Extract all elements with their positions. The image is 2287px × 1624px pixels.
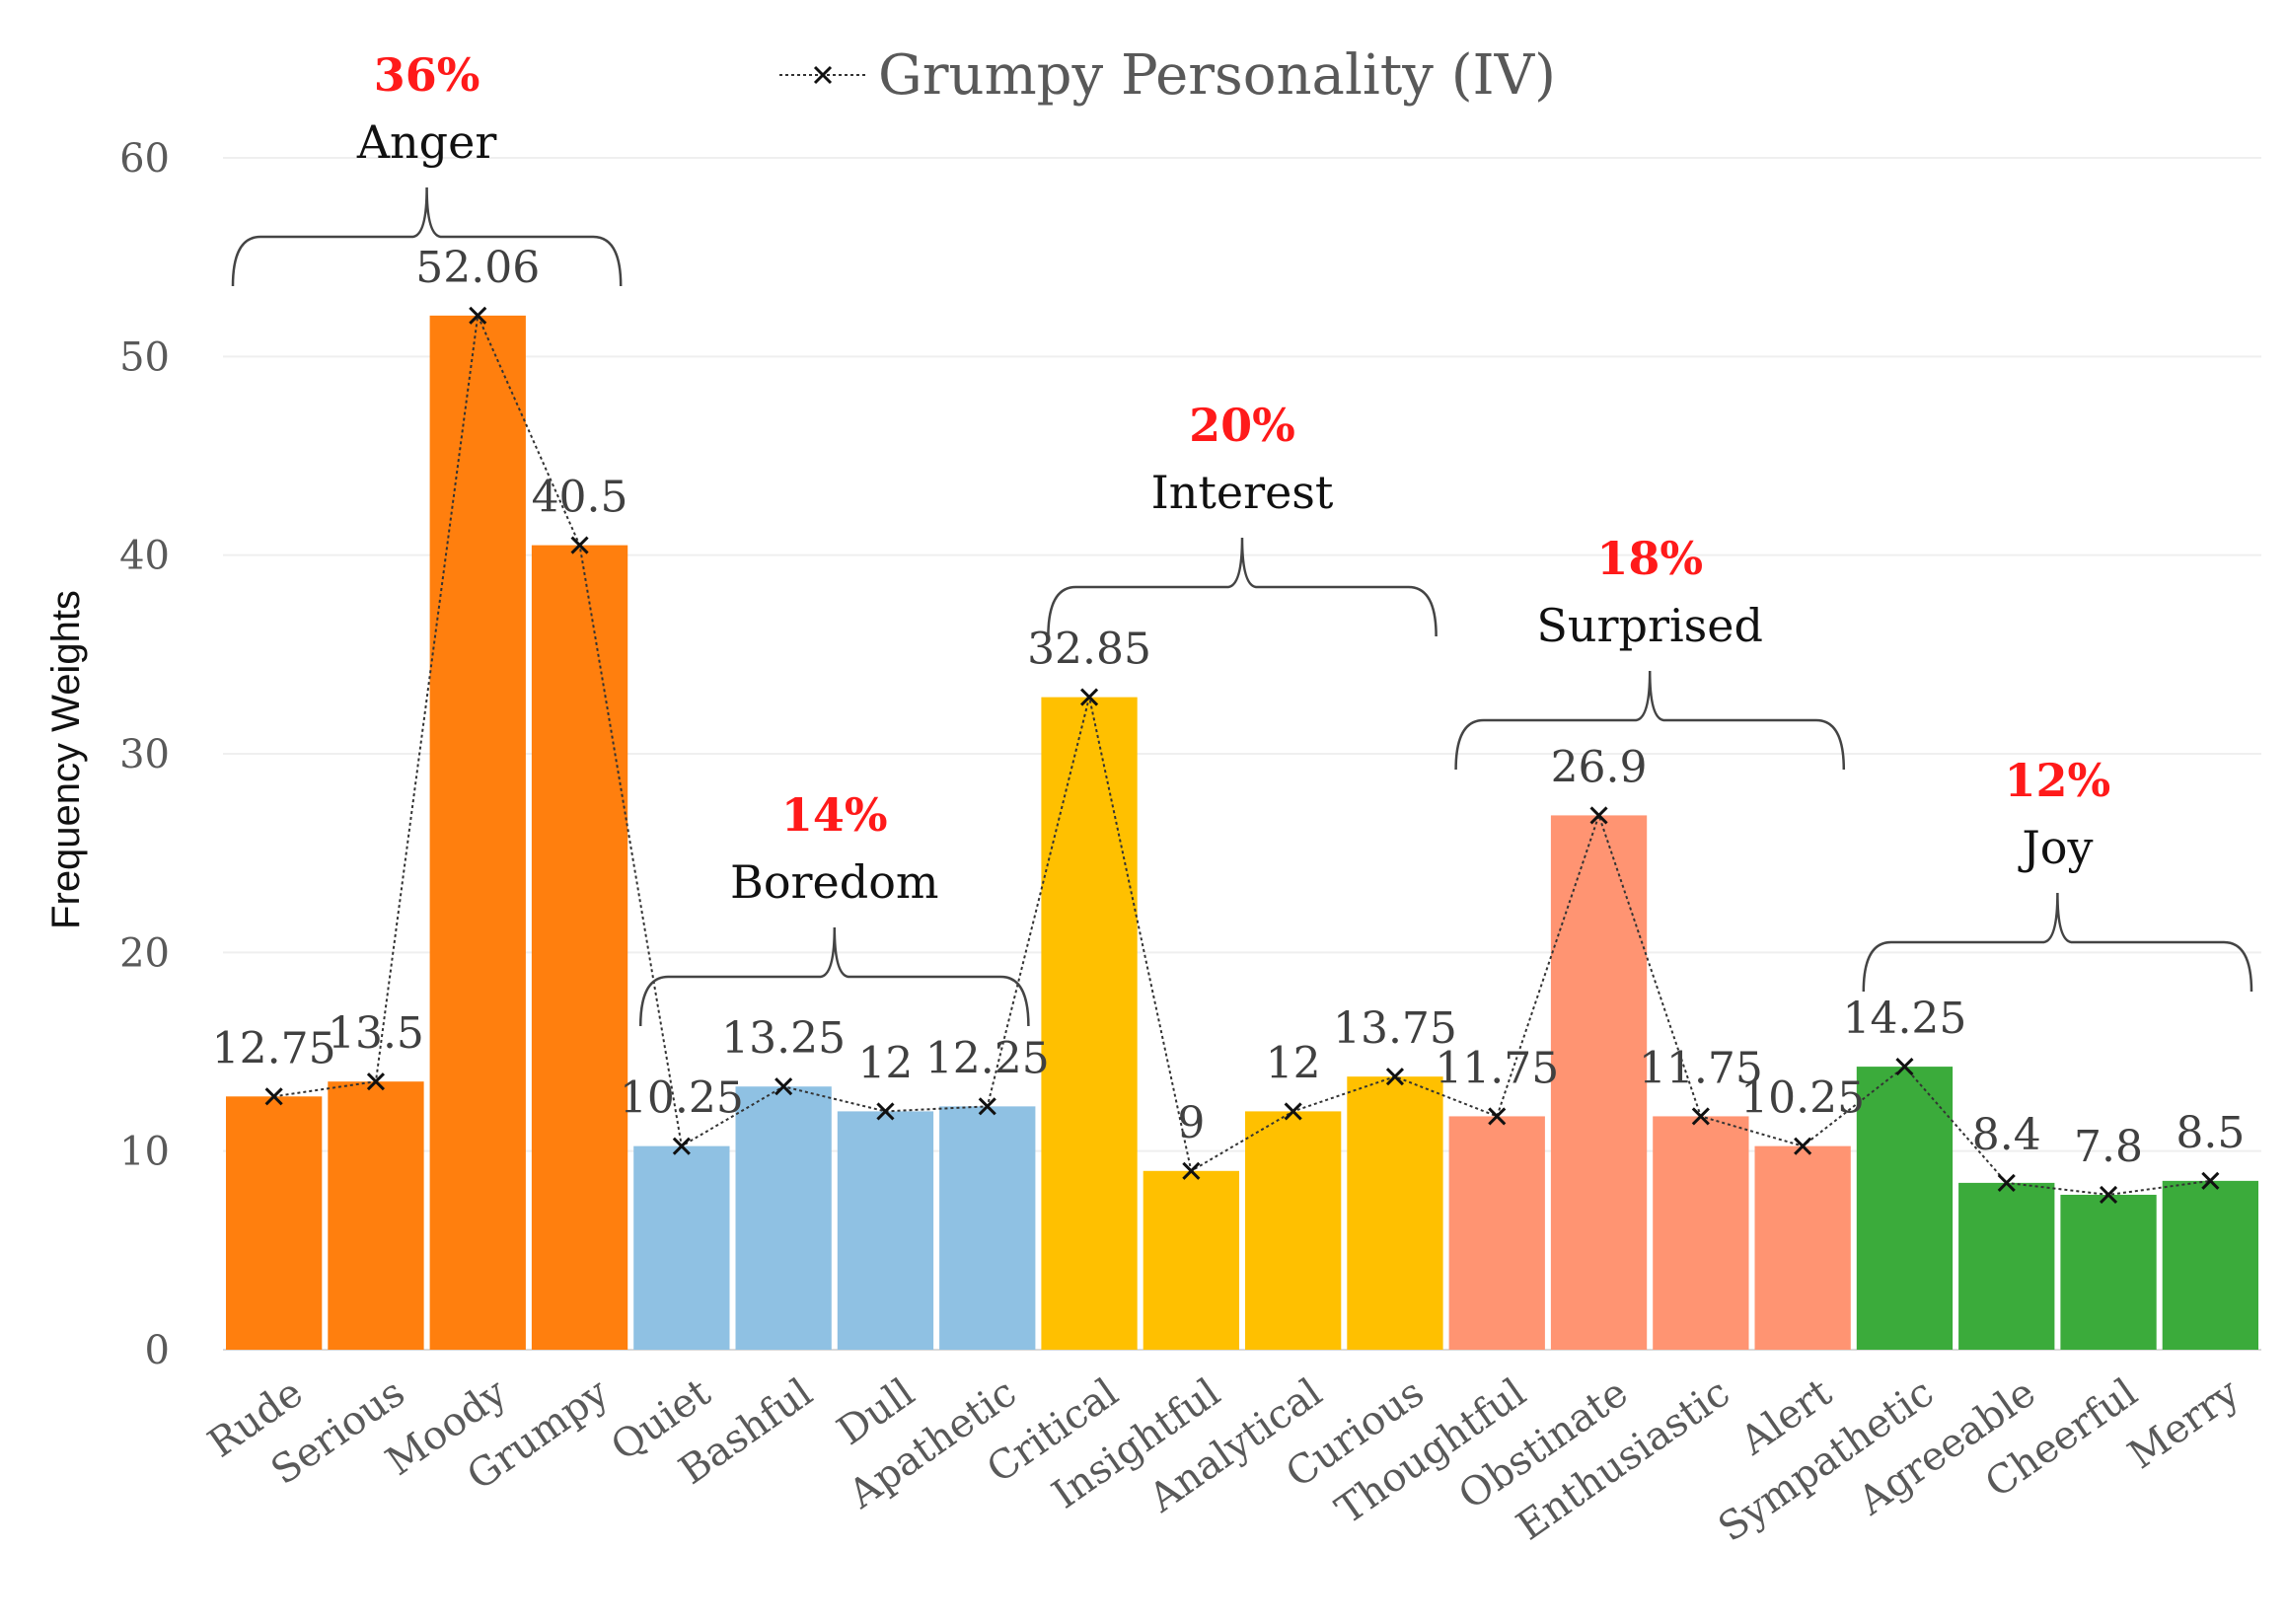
bar-apathetic [939, 1106, 1036, 1350]
series-point-icon [366, 1072, 386, 1091]
data-label: 13.25 [721, 1013, 846, 1064]
data-label: 8.4 [1972, 1110, 2041, 1160]
y-tick-label: 10 [119, 1130, 170, 1175]
series-point-icon [1385, 1068, 1405, 1086]
legend-label: Grumpy Personality (IV) [878, 43, 1556, 108]
data-label: 12.75 [212, 1023, 336, 1073]
y-axis-ticks: 0 10 20 30 40 50 60 [119, 136, 170, 1373]
series-point-icon [1284, 1102, 1302, 1121]
data-label: 9 [1177, 1098, 1205, 1148]
series-point-icon [264, 1087, 283, 1106]
legend: Grumpy Personality (IV) [779, 43, 1556, 108]
bar-serious [328, 1081, 424, 1350]
data-label: 13.5 [328, 1008, 424, 1059]
bar-cheerful [2060, 1194, 2157, 1350]
bar-grumpy [531, 545, 628, 1350]
series-point-icon [1997, 1173, 2016, 1192]
data-label: 26.9 [1551, 742, 1648, 792]
group-brace [231, 186, 623, 287]
series-point-icon [775, 1077, 793, 1096]
series-point-icon [469, 306, 487, 325]
series-point-icon [1182, 1161, 1201, 1180]
group-name: Interest [1151, 466, 1334, 519]
data-label: 8.5 [2176, 1108, 2245, 1158]
group-name: Surprised [1536, 599, 1763, 652]
bar-critical [1041, 697, 1138, 1350]
data-label: 52.06 [415, 243, 540, 293]
bar-moody [429, 315, 526, 1351]
group-brace [1047, 537, 1438, 637]
group-percent: 12% [2005, 754, 2111, 807]
series-point-icon [1488, 1107, 1507, 1126]
data-label: 14.25 [1842, 994, 1966, 1044]
group-name: Anger [356, 115, 497, 169]
gridlines [223, 157, 2261, 1351]
y-tick-label: 40 [119, 534, 170, 579]
group-brace [638, 926, 1030, 1027]
y-tick-label: 0 [145, 1328, 170, 1373]
series-point-icon [1589, 806, 1608, 825]
data-label: 7.8 [2074, 1122, 2143, 1172]
series-point-icon [1079, 688, 1099, 706]
bar-dull [837, 1111, 934, 1350]
series-point-icon [2201, 1171, 2220, 1190]
series-point-icon [978, 1097, 996, 1116]
group-percent: 20% [1189, 399, 1295, 452]
series-point-icon [1691, 1107, 1710, 1126]
series-point-icon [876, 1102, 895, 1121]
bar-enthusiastic [1653, 1116, 1749, 1350]
bar-rude [226, 1096, 323, 1350]
group-percent: 14% [781, 788, 888, 842]
group-brace [1862, 892, 2253, 993]
bar-alert [1754, 1145, 1851, 1350]
series-point-icon [1794, 1137, 1812, 1155]
y-tick-label: 20 [119, 930, 170, 976]
group-brace [1454, 670, 1846, 771]
legend-marker-icon [813, 65, 833, 85]
data-label: 12 [1266, 1038, 1321, 1088]
group-name: Joy [2018, 821, 2093, 874]
bar-obstinate [1550, 815, 1648, 1350]
bar-agreeable [1958, 1182, 2055, 1350]
y-tick-label: 60 [119, 136, 170, 182]
x-tick-label: Merry [2120, 1369, 2248, 1478]
series-point-icon [570, 536, 589, 554]
series-line [264, 306, 2220, 1205]
series-point-icon [1895, 1058, 1914, 1076]
bar-insightful [1143, 1170, 1239, 1350]
bar-thoughtful [1448, 1116, 1545, 1350]
data-label: 12.25 [925, 1033, 1050, 1083]
data-label: 11.75 [1639, 1043, 1763, 1093]
data-label: 40.5 [532, 473, 628, 523]
bar-merry [2162, 1180, 2258, 1350]
group-name: Boredom [730, 855, 938, 909]
group-annotations: Anger 36% Boredom 14% Interest 20% Surprised 18… [231, 48, 2253, 1027]
data-label: 13.75 [1333, 1003, 1457, 1054]
series-point-icon [672, 1137, 691, 1155]
data-label: 10.25 [620, 1073, 744, 1124]
y-axis-label: Frequency Weights [44, 590, 88, 929]
group-percent: 36% [374, 48, 480, 102]
bars [226, 315, 2258, 1351]
bar-bashful [735, 1086, 832, 1350]
y-tick-label: 30 [119, 732, 170, 777]
bar-sympathetic [1856, 1067, 1954, 1350]
bar-analytical [1245, 1111, 1342, 1350]
data-label: 11.75 [1435, 1043, 1559, 1093]
series-point-icon [2099, 1185, 2118, 1205]
y-tick-label: 50 [119, 334, 170, 380]
bar-curious [1347, 1076, 1443, 1350]
data-label: 12 [857, 1038, 913, 1088]
bar-quiet [633, 1145, 730, 1350]
data-label: 32.85 [1027, 625, 1151, 675]
data-label: 10.25 [1740, 1073, 1865, 1124]
series-line-path [273, 312, 2211, 1196]
group-percent: 18% [1596, 532, 1703, 585]
